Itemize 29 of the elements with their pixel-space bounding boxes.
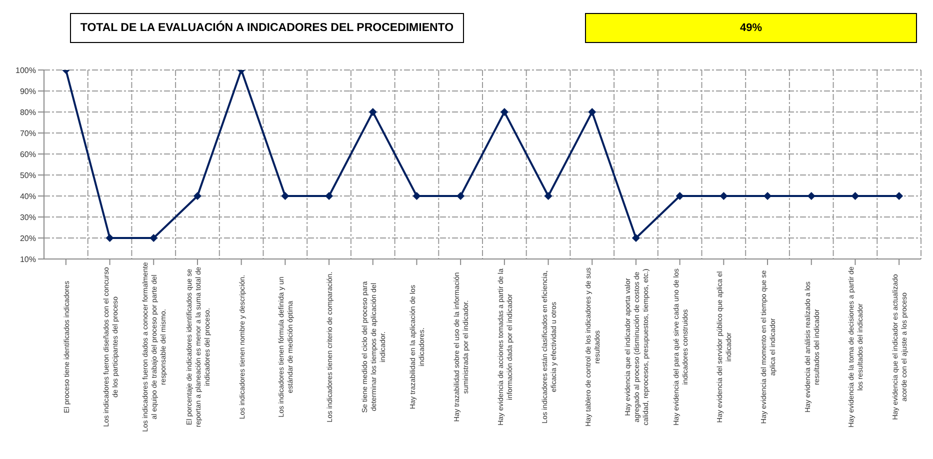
point	[895, 192, 904, 200]
point	[412, 192, 421, 200]
y-tick-label: 40%	[20, 192, 36, 201]
point	[851, 192, 860, 200]
point	[676, 192, 684, 200]
point	[720, 192, 728, 200]
point	[456, 192, 465, 200]
text: 49%	[585, 13, 917, 43]
point	[544, 192, 552, 200]
point	[325, 192, 334, 200]
point	[500, 108, 508, 116]
point	[193, 192, 202, 200]
point	[632, 234, 640, 242]
point	[281, 192, 290, 200]
y-tick-label: 70%	[20, 128, 36, 138]
point	[150, 234, 158, 242]
point	[588, 108, 596, 116]
y-tick-label: 80%	[20, 108, 36, 117]
y-tick-label: 50%	[20, 170, 36, 180]
y-tick-label: 90%	[20, 86, 36, 96]
point	[807, 192, 816, 200]
y-tick-label: 60%	[20, 150, 36, 159]
y-tick-label: 100%	[16, 66, 36, 75]
y-tick-label: 30%	[20, 212, 36, 222]
y-tick-label: 20%	[20, 234, 36, 243]
point	[368, 108, 377, 116]
y-tick-label: 10%	[20, 254, 36, 264]
chart-title: TOTAL DE LA EVALUACIÓN A INDICADORES DEL PROCEDIMIENTO	[70, 13, 464, 43]
point	[106, 234, 114, 242]
